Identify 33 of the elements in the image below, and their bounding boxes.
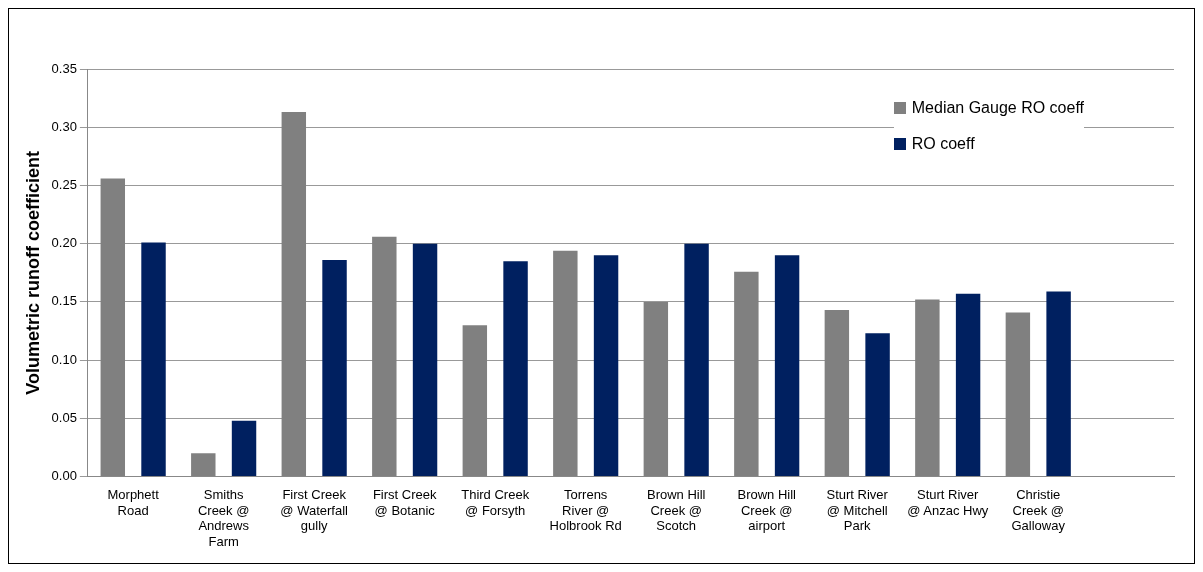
x-tick-label: Brown Hill Creek @ Scotch [646,486,706,534]
y-tick-label: 0.15 [51,293,77,309]
x-tick-label: Brown Hill Creek @ airport [737,486,797,534]
x-tick-label: First Creek @ Botanic [372,486,437,518]
bar [684,243,709,477]
bar [412,243,438,477]
y-tick-label: 0.10 [51,351,77,367]
y-tick-label: 0.00 [51,468,77,484]
y-tick-label: 0.35 [51,60,77,76]
bar [141,242,166,477]
bar [774,255,800,477]
x-tick-label: Third Creek @ Forsyth [461,486,530,518]
y-tick-label: 0.25 [51,177,77,193]
y-tick-label: 0.20 [51,235,77,251]
x-tick-label: Smiths Creek @ Andrews Farm [197,486,250,549]
x-tick-label: Sturt River @ Anzac Hwy [907,486,989,518]
bar [231,420,257,477]
legend-label: RO coeff [911,135,975,153]
legend-label: Median Gauge RO coeff [911,99,1084,117]
x-tick-label: Torrens River @ Holbrook Rd [549,486,622,534]
x-tick-label: Christie Creek @ Galloway [1011,486,1066,534]
y-tick-label: 0.30 [51,118,77,134]
x-tick-label: First Creek @ Waterfall gully [280,486,349,534]
bar [865,333,890,477]
bar [322,259,347,477]
bar [593,255,619,477]
y-axis-title: Volumetric runoff coefficient [22,150,43,395]
x-tick-label: Morphett Road [107,486,160,518]
bar [955,293,981,477]
x-tick-label: Sturt River @ Mitchell Park [826,486,889,534]
bar [503,261,528,477]
bar [1046,291,1071,477]
y-tick-label: 0.05 [51,409,77,425]
